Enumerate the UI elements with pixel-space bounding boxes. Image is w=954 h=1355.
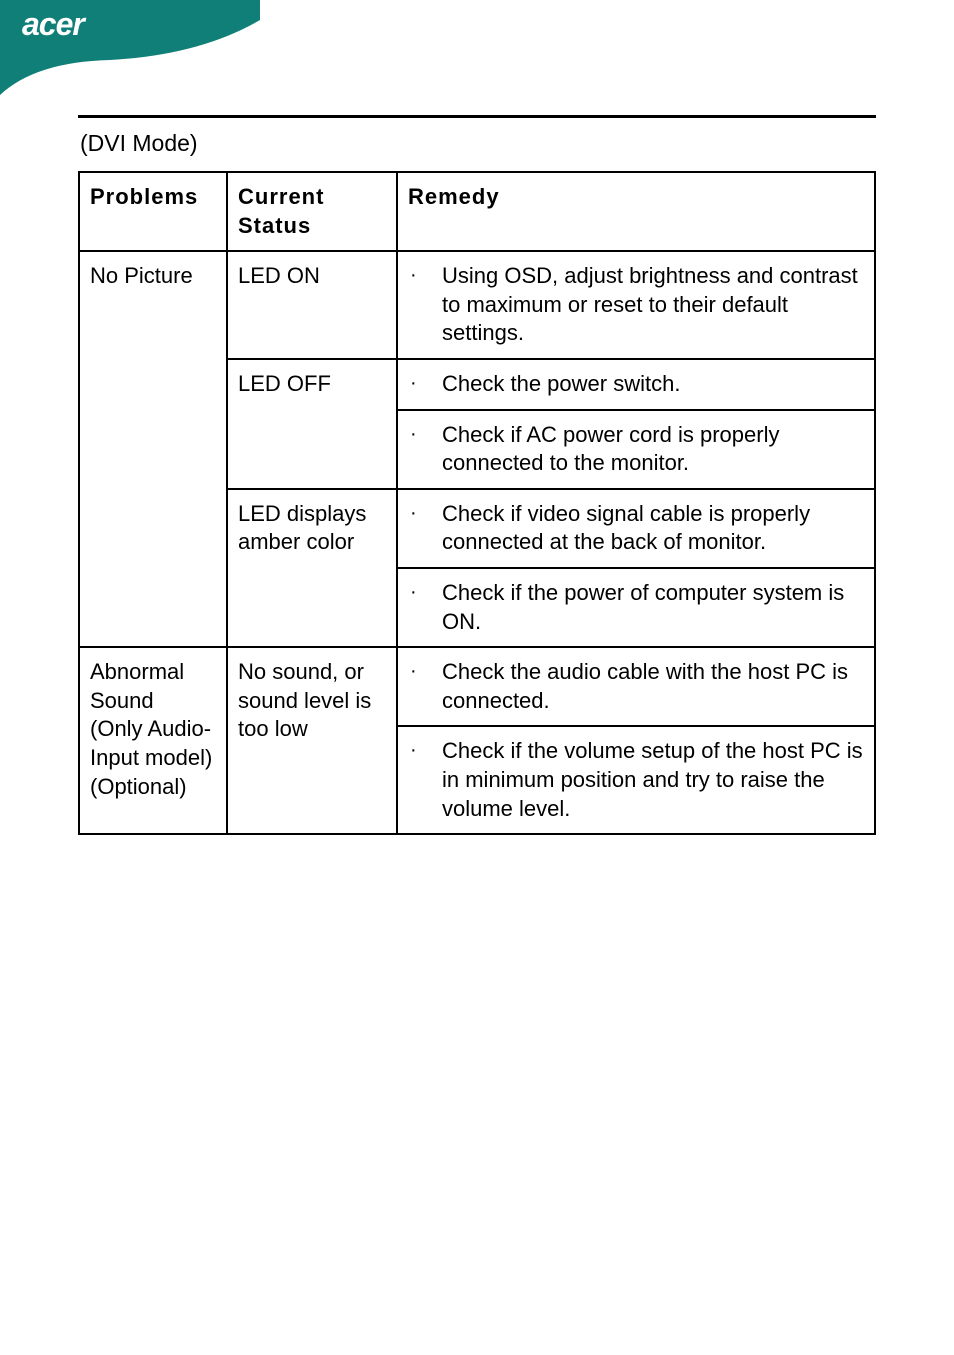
table-body: No PictureLED ON·Using OSD, adjust brigh…: [79, 251, 875, 834]
remedy-text: Check if the volume setup of the host PC…: [442, 737, 864, 823]
status-cell: LED displays amber color: [227, 489, 397, 647]
remedy-cell: ·Check if video signal cable is properly…: [397, 489, 875, 568]
bullet-icon: ·: [408, 579, 442, 605]
bullet-icon: ·: [408, 658, 442, 684]
troubleshoot-table: Problems Current Status Remedy No Pictur…: [78, 171, 876, 835]
mode-heading: (DVI Mode): [80, 130, 876, 157]
bullet-icon: ·: [408, 500, 442, 526]
col-header-status: Current Status: [227, 172, 397, 251]
bullet-icon: ·: [408, 370, 442, 396]
brand-logo: acer: [22, 6, 84, 43]
remedy-text: Check the audio cable with the host PC i…: [442, 658, 864, 715]
table-row: Abnormal Sound (Only Audio-Input model) …: [79, 647, 875, 726]
problem-cell: No Picture: [79, 251, 227, 647]
remedy-cell: ·Check if AC power cord is properly conn…: [397, 410, 875, 489]
col-header-remedy: Remedy: [397, 172, 875, 251]
page-content: (DVI Mode) Problems Current Status Remed…: [0, 115, 954, 835]
remedy-cell: ·Check if the power of computer system i…: [397, 568, 875, 647]
remedy-cell: ·Check the power switch.: [397, 359, 875, 410]
bullet-icon: ·: [408, 737, 442, 763]
col-header-problems: Problems: [79, 172, 227, 251]
status-cell: LED OFF: [227, 359, 397, 489]
remedy-cell: ·Check if the volume setup of the host P…: [397, 726, 875, 834]
horizontal-rule: [78, 115, 876, 118]
header-banner: acer: [0, 0, 260, 85]
table-row: No PictureLED ON·Using OSD, adjust brigh…: [79, 251, 875, 359]
remedy-text: Check if AC power cord is properly conne…: [442, 421, 864, 478]
remedy-cell: ·Check the audio cable with the host PC …: [397, 647, 875, 726]
table-header-row: Problems Current Status Remedy: [79, 172, 875, 251]
remedy-cell: ·Using OSD, adjust brightness and contra…: [397, 251, 875, 359]
bullet-icon: ·: [408, 262, 442, 288]
remedy-text: Check the power switch.: [442, 370, 864, 399]
problem-cell: Abnormal Sound (Only Audio-Input model) …: [79, 647, 227, 834]
status-cell: LED ON: [227, 251, 397, 359]
remedy-text: Check if the power of computer system is…: [442, 579, 864, 636]
remedy-text: Check if video signal cable is properly …: [442, 500, 864, 557]
remedy-text: Using OSD, adjust brightness and contras…: [442, 262, 864, 348]
bullet-icon: ·: [408, 421, 442, 447]
status-cell: No sound, or sound level is too low: [227, 647, 397, 834]
